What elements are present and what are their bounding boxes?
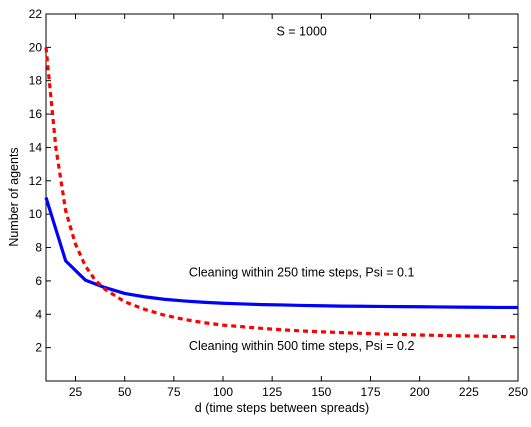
plot-frame: [45, 13, 519, 382]
x-tick-label: 75: [167, 385, 181, 399]
annotation-red-label: Cleaning within 500 time steps, Psi = 0.…: [189, 339, 415, 353]
x-tick-label: 50: [118, 385, 132, 399]
blue-solid-series-line: [44, 197, 518, 310]
x-tick-label: 100: [213, 385, 233, 399]
red-dashed-series-line: [44, 47, 519, 339]
x-tick-label: 225: [459, 385, 479, 399]
y-tick-label: 2: [35, 341, 42, 355]
y-tick-label: 20: [29, 40, 43, 54]
y-tick-label: 12: [29, 174, 43, 188]
x-tick-label: 250: [508, 385, 528, 399]
y-tick-label: 14: [29, 140, 43, 154]
annotations: S = 1000 Cleaning within 250 time steps, …: [189, 25, 415, 353]
x-tick-label: 125: [262, 385, 282, 399]
x-tick-label: 150: [311, 385, 331, 399]
y-tick-label: 18: [29, 74, 43, 88]
y-tick-label: 8: [35, 241, 42, 255]
annotation-blue-label: Cleaning within 250 time steps, Psi = 0.…: [189, 266, 415, 280]
y-axis-ticks: 2 4 6 8 10 12 14 16 18 20 22: [29, 7, 518, 355]
y-axis-label: Number of agents: [7, 147, 21, 246]
x-axis-ticks: 25 50 75 100 125 150 175 200 225 250: [69, 14, 528, 399]
y-tick-label: 22: [29, 7, 43, 21]
y-tick-label: 16: [29, 107, 43, 121]
y-tick-label: 6: [35, 274, 42, 288]
y-tick-label: 10: [29, 207, 43, 221]
y-tick-label: 4: [35, 307, 42, 321]
series-layer: [44, 47, 519, 339]
x-tick-label: 200: [410, 385, 430, 399]
annotation-s-label: S = 1000: [276, 25, 326, 39]
x-tick-label: 25: [69, 385, 83, 399]
x-tick-label: 175: [360, 385, 380, 399]
x-axis-label: d (time steps between spreads): [195, 401, 369, 415]
